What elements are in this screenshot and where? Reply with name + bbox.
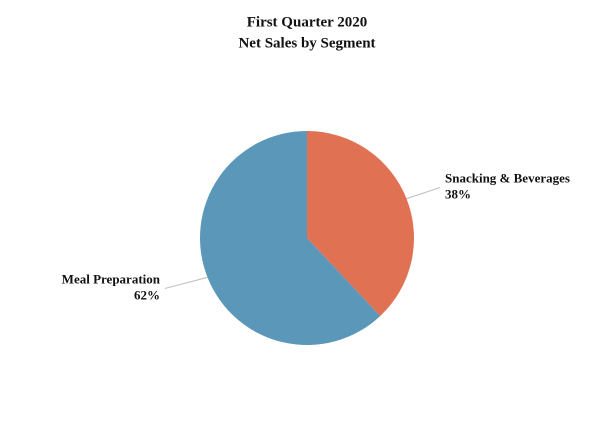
pie-slice — [307, 131, 414, 316]
pie-slice — [199, 130, 381, 345]
chart-title: First Quarter 2020 — [247, 14, 368, 30]
slice-label: Meal Preparation — [62, 271, 161, 286]
leader-line — [164, 276, 208, 289]
value-label: 38% — [445, 187, 471, 202]
chart-subtitle: Net Sales by Segment — [238, 35, 375, 51]
leader-line — [406, 187, 441, 200]
slice-label: Snacking & Beverages — [445, 171, 570, 186]
value-label: 62% — [134, 287, 160, 302]
